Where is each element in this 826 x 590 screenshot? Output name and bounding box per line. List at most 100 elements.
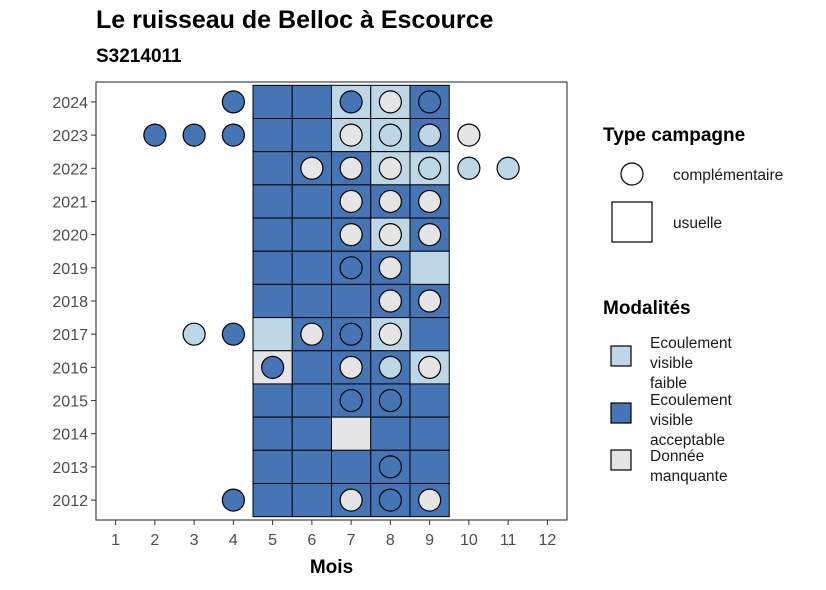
tile-2014-6	[291, 416, 332, 451]
point-2022-8	[378, 156, 402, 180]
point-2022-10	[457, 156, 481, 180]
legend-label-ecoulement-visible-acceptable: Ecoulement visible acceptable	[650, 392, 733, 449]
x-tick-label-8: 8	[386, 532, 395, 549]
y-tick-label-2023: 2023	[52, 128, 88, 145]
tile-2012-6	[291, 483, 332, 518]
point-2019-8	[378, 256, 402, 280]
point-2023-8	[378, 123, 402, 147]
x-tick-label-12: 12	[538, 532, 556, 549]
point-2022-9	[418, 156, 442, 180]
legend-label-complementaire: complémentaire	[673, 167, 783, 184]
legend-key-usuelle	[611, 201, 653, 243]
y-tick-label-2022: 2022	[52, 161, 88, 178]
point-2021-8	[378, 189, 402, 214]
tile-2024-6	[291, 84, 332, 120]
point-2020-9	[418, 223, 442, 247]
x-axis-title: Mois	[310, 557, 353, 578]
x-tick-label-9: 9	[425, 532, 434, 549]
legend-key-ecoulement-visible-faible	[610, 345, 632, 367]
point-2015-8	[378, 388, 402, 413]
tile-2017-5	[252, 317, 293, 352]
y-tick-label-2016: 2016	[52, 360, 88, 377]
tile-2015-5	[252, 383, 293, 418]
y-tick-label-2018: 2018	[52, 294, 88, 311]
point-2017-3	[182, 322, 206, 346]
tile-layer	[252, 84, 450, 518]
tile-2014-9	[409, 416, 450, 451]
tile-2021-5	[252, 184, 293, 219]
point-2012-9	[418, 488, 442, 512]
point-2017-4	[221, 322, 245, 346]
legend-label-usuelle: usuelle	[673, 215, 722, 232]
tile-2019-5	[252, 250, 293, 285]
legend-label-ecoulement-visible-faible: Ecoulement visible faible	[650, 335, 733, 392]
x-tick-label-6: 6	[307, 532, 316, 549]
point-2018-9	[418, 289, 442, 313]
tile-2018-5	[252, 283, 293, 319]
legend-key-ecoulement-visible-acceptable	[610, 402, 632, 424]
point-2017-7	[339, 322, 363, 346]
x-tick-label-4: 4	[229, 532, 238, 549]
y-tick-label-2015: 2015	[52, 394, 88, 411]
tile-2013-7	[331, 449, 372, 484]
y-tick-label-2013: 2013	[52, 460, 88, 477]
tile-2015-9	[409, 383, 450, 418]
point-2018-8	[378, 289, 402, 313]
x-tick-label-2: 2	[150, 532, 159, 549]
point-2023-9	[418, 123, 442, 147]
point-2023-7	[339, 123, 363, 147]
chart-title: Le ruisseau de Belloc à Escource	[96, 6, 494, 34]
legend-title-type: Type campagne	[603, 125, 745, 146]
point-2023-4	[221, 123, 245, 147]
point-2024-9	[418, 90, 442, 114]
legend-key-complementaire	[620, 162, 644, 186]
tile-2020-5	[252, 217, 293, 252]
tile-2019-9	[409, 250, 450, 285]
point-2022-7	[339, 156, 363, 180]
x-tick-label-1: 1	[111, 532, 120, 549]
point-2015-7	[339, 388, 363, 413]
legend-title-modalites: Modalités	[603, 298, 691, 319]
y-tick-label-2012: 2012	[52, 493, 88, 510]
legend-key-donnee-manquante	[610, 449, 632, 471]
point-2021-7	[339, 189, 363, 214]
tile-2017-9	[409, 317, 450, 352]
point-2024-8	[378, 90, 402, 114]
tile-2013-6	[291, 449, 332, 484]
tile-2014-5	[252, 416, 293, 451]
point-2020-8	[378, 223, 402, 247]
chart-subtitle: S3214011	[96, 46, 182, 67]
point-2016-8	[378, 355, 402, 379]
point-2021-9	[418, 189, 442, 214]
tile-2016-6	[291, 350, 332, 385]
legend-label-donnee-manquante: Donnée manquante	[650, 448, 728, 485]
tile-2024-5	[252, 84, 293, 120]
y-axis: 2012 2013 2014 2015 2016 2017 2018 2019 2020 2021…	[52, 95, 96, 510]
point-2023-2	[143, 123, 167, 147]
point-2023-3	[182, 123, 206, 147]
point-2019-7	[339, 256, 363, 280]
point-2024-7	[339, 90, 363, 114]
point-2016-9	[418, 355, 442, 379]
y-tick-label-2019: 2019	[52, 261, 88, 278]
point-2022-11	[496, 156, 520, 180]
point-layer	[143, 90, 520, 512]
tile-2023-5	[252, 118, 293, 153]
point-2022-6	[300, 156, 324, 180]
point-2012-8	[378, 488, 402, 512]
y-tick-label-2021: 2021	[52, 194, 88, 211]
x-tick-label-11: 11	[500, 532, 517, 549]
legend: Type campagne complémentaire usuelle Modali…	[603, 125, 783, 485]
x-tick-label-5: 5	[268, 532, 277, 549]
point-2024-4	[221, 90, 245, 114]
point-2020-7	[339, 223, 363, 247]
point-2016-5	[261, 355, 285, 379]
point-2017-8	[378, 322, 402, 346]
tile-2020-6	[291, 217, 332, 252]
tile-2015-6	[291, 383, 332, 418]
tile-2014-7	[331, 416, 372, 451]
y-tick-label-2024: 2024	[52, 95, 88, 112]
tile-2013-5	[252, 449, 293, 484]
x-tick-label-10: 10	[460, 532, 478, 549]
